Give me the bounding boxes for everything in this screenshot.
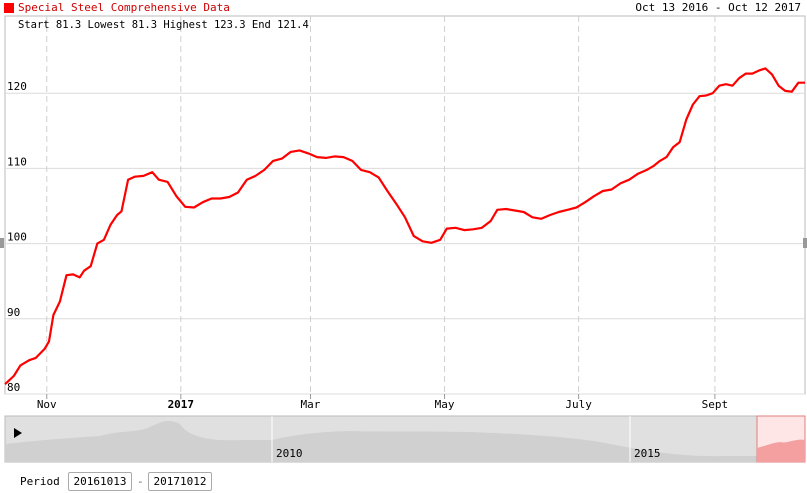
x-tick-label: 2017 — [168, 398, 195, 411]
period-separator: - — [137, 475, 144, 488]
x-tick-label: July — [565, 398, 592, 411]
y-tick-label: 100 — [7, 231, 27, 244]
y-tick-label: 90 — [7, 306, 20, 319]
navigator-history-area — [5, 420, 757, 462]
navigator-label-2010: 2010 — [276, 447, 303, 460]
stats-summary: Start 81.3 Lowest 81.3 Highest 123.3 End… — [18, 19, 309, 31]
legend-swatch — [4, 3, 14, 13]
y-tick-label: 110 — [7, 155, 27, 168]
y-tick-label: 80 — [7, 381, 20, 394]
period-end-input[interactable]: 20171012 — [148, 472, 212, 491]
period-start-input[interactable]: 20161013 — [68, 472, 132, 491]
period-selector: Period : 20161013 - 20171012 — [0, 470, 807, 492]
x-tick-label: Sept — [702, 398, 729, 411]
play-icon[interactable] — [14, 428, 22, 438]
legend[interactable]: Special Steel Comprehensive Data — [4, 0, 230, 16]
x-tick-label: Nov — [37, 398, 57, 411]
x-tick-label: Mar — [301, 398, 321, 411]
x-axis: Nov 2017 Mar May July Sept — [37, 394, 728, 411]
navigator[interactable]: 2010 2015 — [4, 415, 806, 463]
right-edge-handle[interactable] — [803, 238, 807, 248]
period-label: Period : — [20, 475, 73, 488]
left-edge-handle[interactable] — [0, 238, 4, 248]
x-tick-label: May — [435, 398, 455, 411]
grid — [5, 16, 805, 395]
series-line — [4, 67, 805, 386]
date-range: Oct 13 2016 - Oct 12 2017 — [635, 1, 801, 14]
navigator-selection-area — [757, 439, 805, 462]
y-axis: 120 110 100 90 80 — [7, 80, 27, 394]
navigator-label-2015: 2015 — [634, 447, 661, 460]
y-tick-label: 120 — [7, 80, 27, 93]
series — [4, 67, 805, 386]
legend-label: Special Steel Comprehensive Data — [18, 1, 230, 14]
